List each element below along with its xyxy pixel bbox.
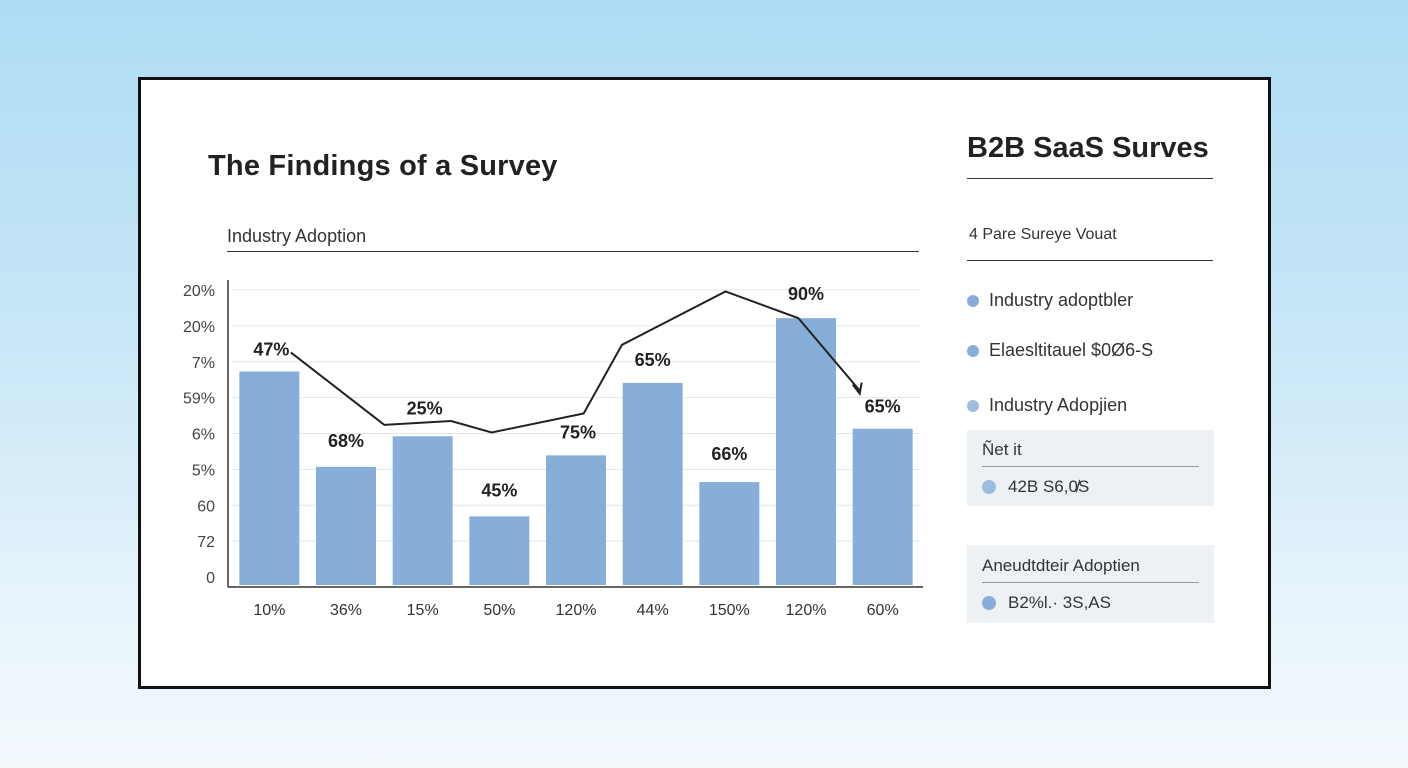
y-tick-label: 6% xyxy=(192,427,215,444)
panel-heading: Aneudtdteir Adoptien xyxy=(982,556,1140,575)
bar xyxy=(469,516,530,585)
y-tick-label: 5% xyxy=(192,462,215,479)
y-tick-label: 59% xyxy=(183,391,215,408)
y-tick-label: 7% xyxy=(192,355,215,372)
bar xyxy=(546,455,606,585)
legend-dot-icon xyxy=(967,344,979,357)
legend-item-3: Industry Adopjien xyxy=(967,395,1127,416)
legend-dot-icon xyxy=(967,399,979,412)
legend-label: Industry Adopjien xyxy=(989,395,1128,415)
bar-data-label: 90% xyxy=(788,284,824,304)
y-tick-label: 20% xyxy=(183,319,215,336)
panel-item: B2%l.· 3S,AS xyxy=(982,593,1111,613)
x-tick-label: 120% xyxy=(786,602,827,619)
legend-item-2: Elaesltitauel $0Ø6-S xyxy=(967,340,1153,361)
y-tick-label: 20% xyxy=(183,283,215,300)
bar xyxy=(699,482,760,585)
legend-item-1: Industry adoptbler xyxy=(967,290,1133,311)
bar-data-label: 45% xyxy=(481,480,517,500)
bar xyxy=(392,436,453,585)
bar xyxy=(316,466,376,585)
panel-divider xyxy=(982,466,1199,467)
bar-chart: 20% 20% 7% 59% 6% 5% 60 72 0 47% 68% 25% 45% 75% 65% 66… xyxy=(183,280,923,619)
panel-heading: Ñet it xyxy=(982,440,1022,459)
x-tick-label: 50% xyxy=(483,602,515,619)
y-tick-label: 72 xyxy=(197,534,215,551)
sidebar-title: B2B SaaS Surves xyxy=(967,132,1209,164)
sidebar-title-divider xyxy=(967,178,1213,179)
trend-line xyxy=(290,290,861,434)
x-tick-label: 150% xyxy=(709,602,750,619)
panel-dot-icon xyxy=(982,596,996,610)
x-tick-label: 60% xyxy=(867,602,899,619)
bar xyxy=(852,428,913,585)
summary-panel-2: Aneudtdteir Adoptien B2%l.· 3S,AS xyxy=(967,545,1214,623)
legend-dot-icon xyxy=(967,294,979,307)
sidebar-caption-divider xyxy=(967,260,1213,261)
chart-subtitle: Industry Adoption xyxy=(227,226,367,246)
bar-data-label: 25% xyxy=(407,398,443,418)
panel-divider xyxy=(982,582,1199,583)
x-tick-label: 120% xyxy=(556,602,597,619)
bar xyxy=(622,382,683,585)
chart-title: The Findings of a Survey xyxy=(208,150,558,182)
panel-item-label: 42B S6,0̸S xyxy=(1008,477,1090,496)
x-tick-label: 15% xyxy=(407,602,439,619)
bar-data-label: 47% xyxy=(253,340,289,360)
x-tick-label: 10% xyxy=(253,602,285,619)
bar-data-label: 66% xyxy=(711,444,747,464)
survey-card: The Findings of a Survey Industry Adopti… xyxy=(138,77,1271,689)
y-tick-label: 0 xyxy=(206,570,215,587)
summary-panel-1: Ñet it 42B S6,0̸S xyxy=(967,430,1214,506)
bar-data-label: 68% xyxy=(328,431,364,451)
bar-data-label: 65% xyxy=(635,350,671,370)
subtitle-divider xyxy=(227,251,919,252)
bar-data-label: 75% xyxy=(560,422,596,442)
panel-item-label: B2%l.· 3S,AS xyxy=(1008,593,1111,612)
y-tick-label: 60 xyxy=(197,498,215,515)
panel-item: 42B S6,0̸S xyxy=(982,477,1089,497)
sidebar-caption: 4 Pare Sureye Vouat xyxy=(969,226,1117,243)
legend-label: Elaesltitauel $0Ø6-S xyxy=(989,340,1154,360)
trend-arrow-icon xyxy=(851,382,863,396)
legend-label: Industry adoptbler xyxy=(989,290,1134,310)
bar-data-label: 65% xyxy=(865,397,901,417)
bar xyxy=(239,371,300,585)
x-tick-label: 36% xyxy=(330,602,362,619)
panel-dot-icon xyxy=(982,480,996,494)
bar xyxy=(776,318,836,585)
x-tick-label: 44% xyxy=(637,602,669,619)
